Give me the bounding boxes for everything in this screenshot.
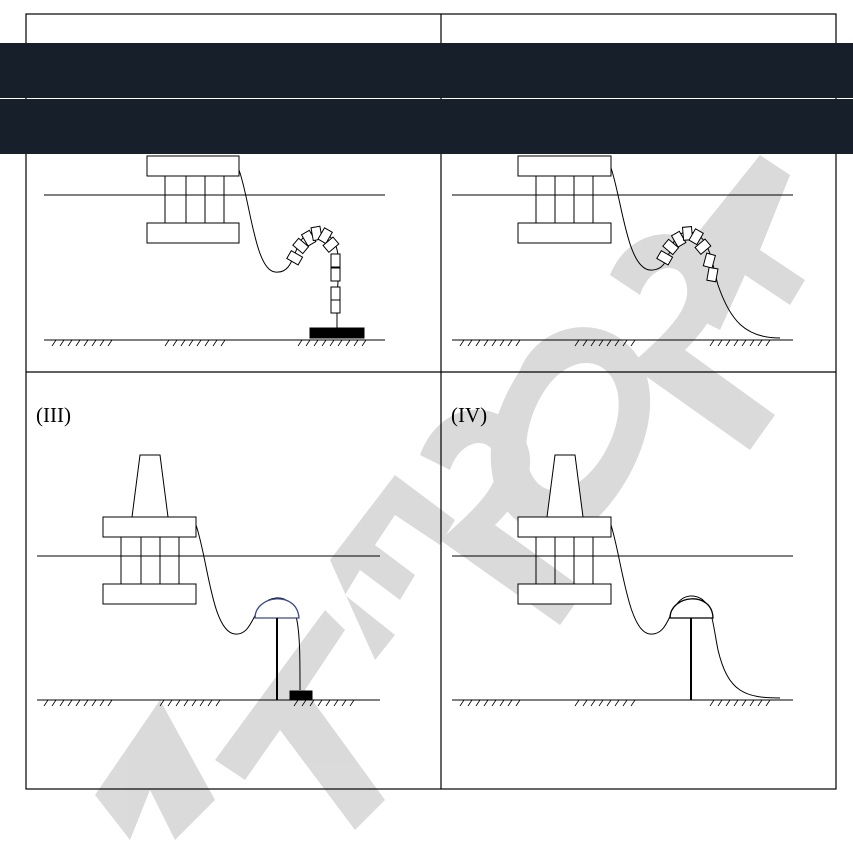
platform-deck [102,516,197,538]
arch-buoy [669,598,714,619]
panel-iii-drawing [37,454,380,707]
riser-line [195,524,301,691]
platform-pontoon [517,583,612,605]
watermark-ate-2024 [95,155,805,840]
platform-deck [517,155,612,177]
arch-buoy [254,598,300,619]
riser-line [610,524,781,699]
seabed-hatching [459,339,771,347]
panel-label-iii: (III) [36,403,71,427]
platform-deck [517,516,612,538]
overlay-bar-bottom [0,99,853,154]
riser-line [238,169,340,328]
panel-ii-drawing [452,155,793,347]
panel-iv-drawing [452,454,793,707]
platform-pontoon [146,222,240,244]
platform-pontoon [102,583,197,605]
overlay-bar-top [0,43,853,98]
seabed-hatching [459,699,771,707]
seabed-anchor-base [309,327,365,339]
seabed-hatching [43,699,355,707]
platform-deck [146,155,240,177]
derrick [546,454,584,518]
seabed-anchor-base [289,690,313,701]
buoyancy-modules [286,225,341,314]
buoyancy-modules [656,226,719,283]
seabed-hatching [51,339,367,347]
panel-i-drawing [44,155,385,347]
derrick [131,454,169,518]
platform-pontoon [517,222,612,244]
panel-label-iv: (IV) [451,403,488,427]
